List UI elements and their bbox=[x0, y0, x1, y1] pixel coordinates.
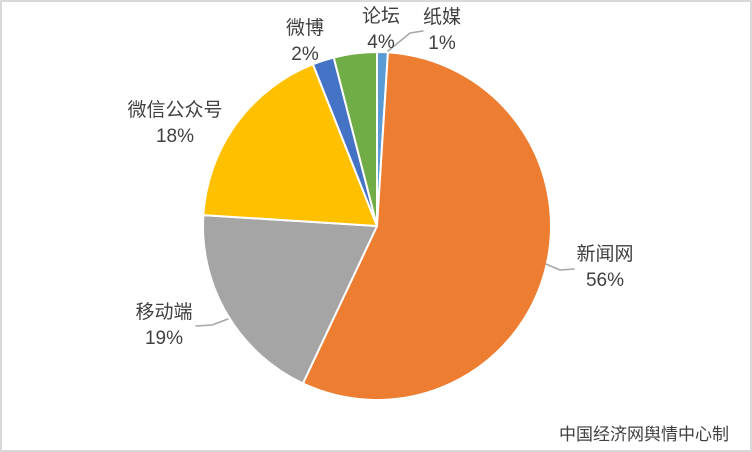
leader-line bbox=[545, 263, 575, 271]
label-mobile: 移动端 19% bbox=[135, 300, 192, 352]
slice-percent: 18% bbox=[155, 126, 195, 147]
pie-slice-新闻网 bbox=[301, 51, 552, 401]
leader-line bbox=[195, 318, 229, 327]
source-credit: 中国经济网舆情中心制 bbox=[559, 425, 729, 444]
label-forum: 论坛 4% bbox=[362, 4, 400, 56]
slice-percent: 56% bbox=[585, 270, 625, 291]
pie-slice-论坛 bbox=[332, 51, 378, 227]
slice-name: 微博 bbox=[285, 18, 325, 39]
slice-name: 移动端 bbox=[135, 302, 193, 323]
pie-slice-微信公众号 bbox=[202, 63, 378, 227]
label-wechat-official-account: 微信公众号 18% bbox=[127, 98, 222, 150]
leader-line bbox=[387, 30, 424, 52]
label-weibo: 微博 2% bbox=[286, 16, 324, 68]
label-news-website: 新闻网 56% bbox=[576, 242, 633, 294]
slice-name: 论坛 bbox=[361, 6, 401, 27]
slice-name: 新闻网 bbox=[576, 244, 634, 265]
slice-percent: 1% bbox=[428, 33, 456, 54]
slice-name: 纸媒 bbox=[422, 7, 462, 28]
slice-percent: 4% bbox=[367, 32, 395, 53]
label-paper-media: 纸媒 1% bbox=[423, 5, 461, 57]
slice-name: 微信公众号 bbox=[127, 100, 223, 121]
slice-percent: 2% bbox=[291, 44, 319, 65]
pie-slice-移动端 bbox=[201, 214, 378, 385]
slice-percent: 19% bbox=[144, 328, 184, 349]
